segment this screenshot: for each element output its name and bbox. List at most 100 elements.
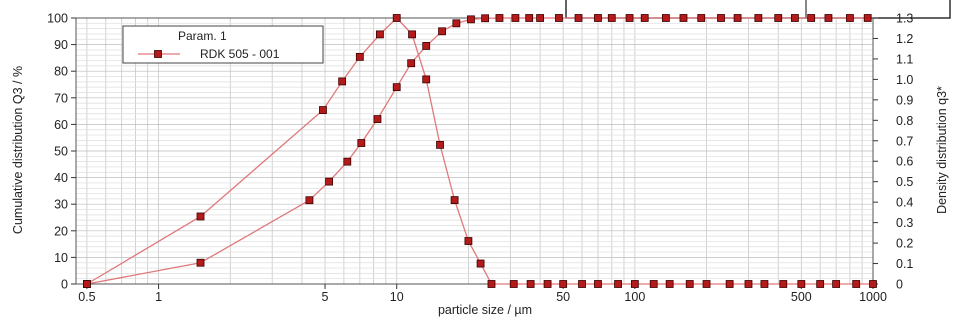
data-point-cumulative bbox=[536, 14, 544, 22]
data-point-density bbox=[319, 106, 327, 114]
data-point-density bbox=[355, 52, 364, 61]
data-point-cumulative bbox=[846, 14, 854, 22]
data-point-cumulative bbox=[525, 14, 534, 22]
data-point-density bbox=[702, 280, 711, 288]
data-point-cumulative bbox=[754, 14, 763, 22]
data-point-density bbox=[543, 280, 552, 288]
data-point-density bbox=[436, 140, 444, 149]
y-left-tick-label: 70 bbox=[54, 91, 68, 105]
data-point-cumulative bbox=[607, 14, 616, 22]
y-right-tick-label: 0.7 bbox=[896, 134, 913, 148]
y-right-tick-label: 0.8 bbox=[896, 114, 913, 128]
data-point-cumulative bbox=[407, 59, 416, 68]
data-point-density bbox=[422, 75, 431, 84]
data-point-cumulative bbox=[594, 14, 602, 22]
y-right-tick-label: 1.2 bbox=[896, 32, 913, 46]
data-point-density bbox=[578, 280, 586, 288]
y-axis-right-label: Density distribution q3* bbox=[935, 86, 949, 214]
data-point-cumulative bbox=[305, 196, 314, 205]
data-point-density bbox=[779, 280, 788, 288]
data-point-density bbox=[376, 30, 384, 39]
y-left-tick-label: 50 bbox=[54, 145, 68, 159]
y-right-tick-label: 1.1 bbox=[896, 52, 913, 66]
y-left-tick-label: 90 bbox=[54, 38, 68, 52]
x-tick-label: 0.5 bbox=[78, 290, 95, 304]
data-point-cumulative bbox=[481, 14, 489, 23]
y-right-tick-label: 0.2 bbox=[896, 237, 913, 251]
data-point-cumulative bbox=[196, 258, 205, 267]
data-point-cumulative bbox=[555, 14, 563, 22]
data-point-density bbox=[476, 259, 485, 268]
data-point-density bbox=[526, 280, 535, 288]
data-point-cumulative bbox=[679, 14, 688, 22]
series-markers bbox=[82, 14, 877, 288]
legend: Param. 1 RDK 505 - 001 bbox=[122, 25, 324, 64]
y-right-tick-label: 0.5 bbox=[896, 175, 913, 189]
data-point-density bbox=[630, 280, 639, 288]
data-point-density bbox=[464, 237, 473, 245]
data-point-density bbox=[338, 77, 347, 86]
y-left-tick-label: 10 bbox=[54, 251, 68, 265]
y-left-tick-label: 60 bbox=[54, 118, 68, 132]
legend-entry-label: RDK 505 - 001 bbox=[200, 47, 280, 61]
grid bbox=[76, 17, 873, 284]
data-point-cumulative bbox=[824, 14, 833, 22]
legend-title: Param. 1 bbox=[178, 29, 227, 43]
x-tick-label: 100 bbox=[624, 290, 645, 304]
x-tick-label: 1000 bbox=[859, 290, 887, 304]
y-right-tick-label: 0.4 bbox=[896, 196, 913, 210]
x-tick-label: 500 bbox=[791, 290, 812, 304]
data-point-density bbox=[816, 280, 825, 288]
y-right-tick-label: 0.9 bbox=[896, 93, 913, 107]
data-point-cumulative bbox=[717, 14, 725, 22]
data-point-cumulative bbox=[511, 14, 520, 22]
y-right-tick-label: 0.1 bbox=[896, 257, 913, 271]
data-point-cumulative bbox=[640, 14, 649, 22]
legend-marker bbox=[154, 50, 162, 58]
data-point-density bbox=[614, 280, 622, 288]
y-left-tick-label: 100 bbox=[47, 12, 68, 26]
data-point-cumulative bbox=[574, 14, 583, 22]
data-point-density bbox=[594, 280, 602, 288]
data-point-density bbox=[487, 280, 496, 288]
x-tick-label: 10 bbox=[390, 290, 404, 304]
data-point-density bbox=[392, 14, 401, 22]
data-point-density bbox=[408, 30, 416, 39]
data-point-density bbox=[559, 280, 568, 288]
y-left-tick-label: 40 bbox=[54, 171, 68, 185]
y-axis-left-label: Cumulative distribution Q3 / % bbox=[11, 66, 25, 234]
data-point-density bbox=[509, 280, 518, 288]
data-point-density bbox=[869, 280, 877, 288]
data-point-cumulative bbox=[733, 14, 742, 22]
y-right-tick-label: 0.6 bbox=[896, 155, 913, 169]
data-point-density bbox=[725, 280, 734, 288]
y-right-tick-label: 0.3 bbox=[896, 216, 913, 230]
data-point-cumulative bbox=[325, 177, 333, 186]
data-point-cumulative bbox=[807, 14, 816, 22]
data-point-cumulative bbox=[452, 19, 461, 28]
data-point-density bbox=[760, 280, 769, 288]
data-point-cumulative bbox=[791, 14, 799, 22]
data-point-density bbox=[852, 280, 861, 288]
y-right-tick-label: 1.0 bbox=[896, 73, 913, 87]
data-point-cumulative bbox=[863, 14, 872, 22]
data-point-cumulative bbox=[774, 14, 783, 22]
axis-ticks: 0.5 1 5 10 50 100 500 1000010203040506070809010… bbox=[47, 12, 913, 305]
x-tick-label: 5 bbox=[322, 290, 329, 304]
data-point-cumulative bbox=[343, 157, 352, 166]
data-point-density bbox=[685, 280, 694, 288]
data-point-cumulative bbox=[357, 139, 366, 147]
data-point-density bbox=[832, 280, 841, 288]
y-left-tick-label: 0 bbox=[61, 278, 68, 292]
data-point-cumulative bbox=[392, 83, 401, 92]
y-right-tick-label: 0 bbox=[896, 278, 903, 292]
data-point-cumulative bbox=[422, 42, 431, 50]
data-point-cumulative bbox=[373, 115, 382, 123]
y-left-tick-label: 20 bbox=[54, 224, 68, 238]
data-point-cumulative bbox=[495, 14, 504, 22]
data-point-cumulative bbox=[697, 14, 706, 22]
x-axis-label: particle size / µm bbox=[438, 303, 532, 317]
y-left-tick-label: 80 bbox=[54, 65, 68, 79]
data-point-density bbox=[797, 280, 806, 288]
